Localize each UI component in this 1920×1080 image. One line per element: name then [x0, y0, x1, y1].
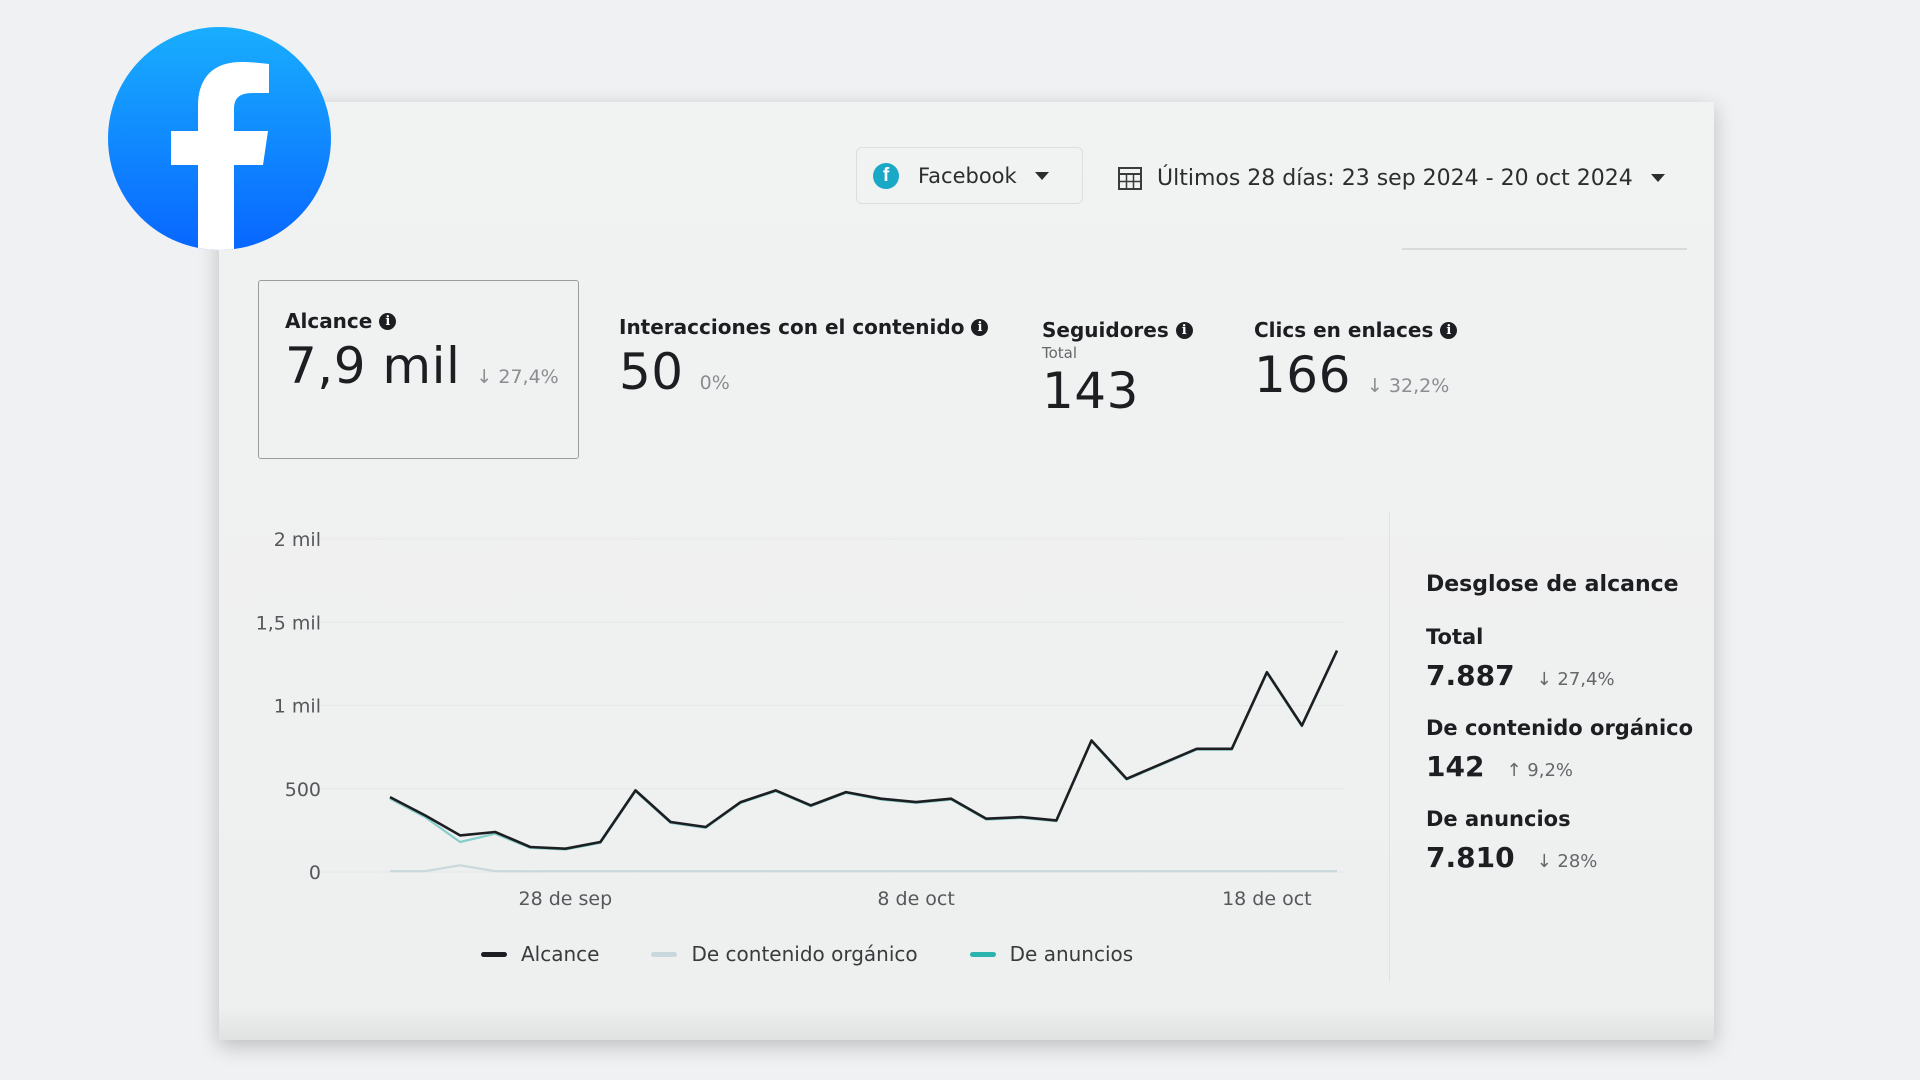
legend-item[interactable]: De anuncios [969, 942, 1134, 966]
metric-delta: 27,4% [498, 366, 559, 388]
legend-swatch [481, 951, 507, 957]
panel-bottom-edge [219, 1006, 1714, 1040]
breakdown-label: Total [1426, 625, 1484, 649]
metric-value: 50 [619, 343, 684, 401]
breakdown-item-ads: De anuncios 7.810 ↓ 28% [1426, 807, 1693, 874]
facebook-icon: f [873, 162, 899, 189]
metric-label: Interacciones con el contenido [619, 315, 965, 339]
breakdown-item-organic: De contenido orgánico 142 ↑ 9,2% [1426, 716, 1693, 783]
info-icon[interactable]: i [971, 318, 989, 336]
breakdown-delta: 28% [1557, 851, 1598, 872]
divider [1402, 248, 1687, 250]
y-tick-label: 2 mil [274, 529, 321, 551]
info-icon[interactable]: i [1440, 321, 1458, 339]
metric-card-selected[interactable] [258, 280, 579, 459]
metric-interacciones[interactable]: Interacciones con el contenido i 50 0% [619, 315, 989, 401]
metric-value: 7,9 mil [285, 337, 461, 395]
metric-sublabel: Total [1042, 344, 1078, 362]
arrow-up-icon: ↑ [1506, 760, 1522, 781]
series-line-de-contenido-orgánico[interactable] [390, 864, 1337, 873]
chevron-down-icon [1650, 174, 1665, 182]
divider [1389, 512, 1390, 982]
legend-swatch [969, 951, 996, 957]
reach-breakdown: Desglose de alcance Total 7.887 ↓ 27,4% … [1426, 572, 1693, 898]
insights-panel: f Facebook Últimos 28 días: 23 sep 2024 … [219, 102, 1714, 1040]
x-tick-label: 18 de oct [1222, 888, 1312, 910]
metric-value: 166 [1254, 346, 1351, 404]
breakdown-delta: 27,4% [1557, 669, 1615, 690]
legend-label: De contenido orgánico [691, 942, 918, 966]
y-tick-label: 1 mil [274, 696, 321, 718]
metric-label: Seguidores [1042, 318, 1169, 342]
metric-clics[interactable]: Clics en enlaces i 166 ↓ 32,2% [1254, 318, 1458, 404]
info-icon[interactable]: i [379, 312, 397, 330]
metric-label: Clics en enlaces [1254, 318, 1434, 342]
x-tick-label: 8 de oct [877, 888, 954, 910]
y-tick-label: 0 [309, 862, 321, 884]
platform-dropdown[interactable]: f Facebook [856, 147, 1083, 204]
breakdown-delta: 9,2% [1527, 760, 1574, 781]
legend-label: De anuncios [1009, 942, 1134, 966]
breakdown-value: 7.810 [1426, 841, 1515, 874]
legend-item[interactable]: De contenido orgánico [651, 942, 918, 966]
facebook-f-icon [171, 62, 269, 250]
arrow-down-icon: ↓ [1536, 669, 1552, 690]
breakdown-value: 142 [1426, 750, 1485, 783]
x-tick-label: 28 de sep [519, 888, 613, 910]
y-tick-label: 1,5 mil [256, 612, 321, 634]
arrow-down-icon: ↓ [1366, 375, 1383, 397]
metric-seguidores[interactable]: Seguidores i Total 143 [1042, 318, 1193, 420]
date-range-label: Últimos 28 días: 23 sep 2024 - 20 oct 20… [1157, 165, 1633, 191]
platform-label: Facebook [918, 163, 1017, 188]
breakdown-item-total: Total 7.887 ↓ 27,4% [1426, 625, 1693, 692]
legend-swatch [651, 951, 678, 957]
metric-value: 143 [1042, 362, 1139, 420]
breakdown-label: De contenido orgánico [1426, 716, 1694, 740]
breakdown-label: De anuncios [1426, 807, 1571, 831]
metric-delta: 0% [699, 372, 730, 394]
reach-line-chart: 0 500 1 mil 1,5 mil 2 mil 28 de sep 8 de oct 18… [256, 529, 1344, 910]
chevron-down-icon [1034, 171, 1049, 180]
date-range-dropdown[interactable]: Últimos 28 días: 23 sep 2024 - 20 oct 20… [1117, 158, 1665, 198]
breakdown-value: 7.887 [1426, 659, 1515, 692]
facebook-logo [108, 27, 331, 250]
calendar-icon [1118, 167, 1142, 190]
metric-label: Alcance [285, 309, 373, 333]
arrow-down-icon: ↓ [1536, 851, 1552, 872]
metric-alcance[interactable]: Alcance i 7,9 mil ↓ 27,4% [285, 309, 559, 395]
legend-label: Alcance [521, 942, 600, 966]
arrow-down-icon: ↓ [476, 366, 493, 388]
breakdown-title: Desglose de alcance [1426, 572, 1679, 597]
legend-item[interactable]: Alcance [481, 942, 599, 966]
chart-legend: Alcance De contenido orgánico De anuncio… [481, 942, 1185, 966]
y-tick-label: 500 [285, 779, 321, 801]
metric-delta: 32,2% [1388, 375, 1450, 397]
info-icon[interactable]: i [1175, 321, 1193, 339]
series-line-alcance[interactable] [389, 650, 1339, 851]
